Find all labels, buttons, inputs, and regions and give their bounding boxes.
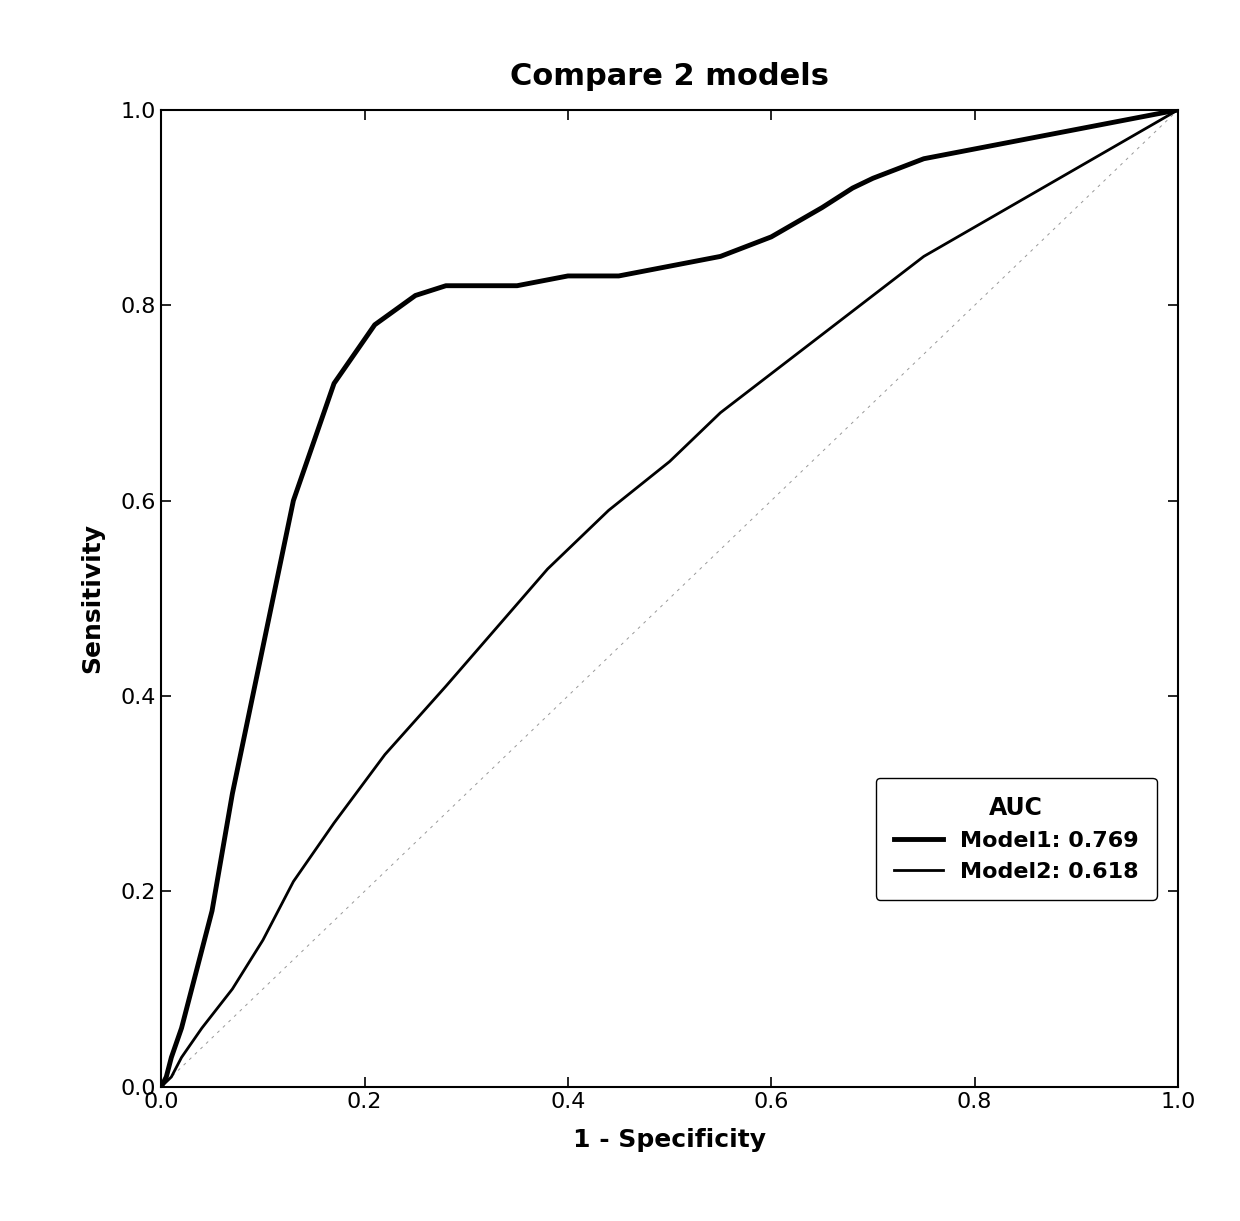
Title: Compare 2 models: Compare 2 models: [510, 62, 830, 90]
Y-axis label: Sensitivity: Sensitivity: [81, 524, 104, 673]
Legend: Model1: 0.769, Model2: 0.618: Model1: 0.769, Model2: 0.618: [875, 778, 1157, 900]
X-axis label: 1 - Specificity: 1 - Specificity: [573, 1128, 766, 1153]
